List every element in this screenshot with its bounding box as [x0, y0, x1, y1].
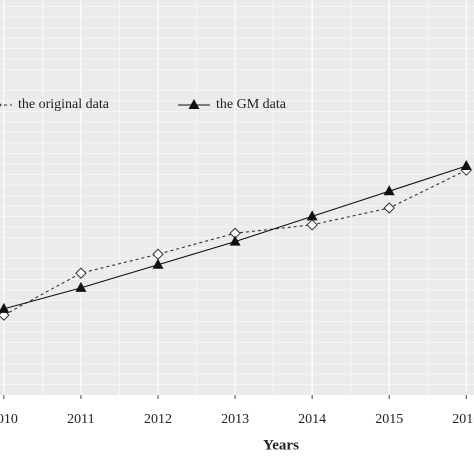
point: [0, 103, 2, 107]
point: [306, 219, 318, 231]
x-tick-label: 2014: [298, 412, 326, 427]
x-tick-label: 2013: [221, 412, 249, 427]
x-tick-label: 2015: [375, 412, 403, 427]
point: [75, 267, 87, 279]
plot-panel: [0, 0, 474, 395]
legend-label: the GM data: [216, 97, 287, 112]
point: [460, 159, 472, 170]
point: [306, 210, 318, 221]
point: [0, 302, 10, 313]
point: [383, 185, 395, 196]
x-tick-label: 2011: [67, 412, 94, 427]
point: [229, 235, 241, 246]
x-axis-title: Years: [263, 437, 299, 453]
point: [75, 281, 87, 292]
legend-label: the original data: [18, 97, 110, 112]
point: [152, 258, 164, 269]
point: [383, 202, 395, 214]
grid: [0, 0, 474, 395]
x-tick-label: 2012: [144, 412, 172, 427]
x-tick-label: 2016: [452, 412, 474, 427]
point: [188, 99, 200, 109]
x-tick-label: 2010: [0, 412, 18, 427]
